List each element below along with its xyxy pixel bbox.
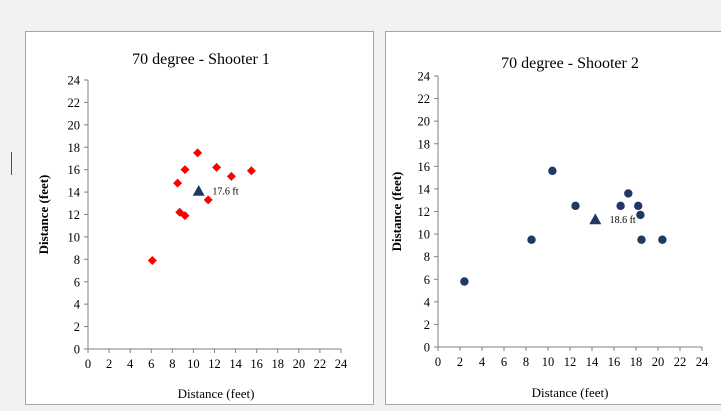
data-point-diamond [173, 178, 183, 188]
x-tick-label: 18 [272, 357, 285, 371]
y-tick-label: 14 [68, 186, 81, 200]
y-tick-label: 10 [418, 228, 431, 242]
y-tick-label: 0 [74, 343, 80, 357]
x-tick-label: 18 [630, 355, 643, 369]
x-tick-label: 10 [187, 357, 200, 371]
y-tick-label: 24 [418, 70, 431, 84]
distance-annotation: 18.6 ft [610, 215, 636, 226]
chart-title: 70 degree - Shooter 1 [132, 51, 270, 68]
x-tick-label: 22 [314, 357, 327, 371]
x-tick-label: 12 [208, 357, 221, 371]
x-tick-label: 20 [652, 355, 665, 369]
x-tick-label: 4 [479, 355, 486, 369]
y-tick-label: 12 [418, 205, 431, 219]
x-tick-label: 4 [127, 357, 134, 371]
y-tick-label: 2 [424, 318, 430, 332]
data-point-diamond [180, 211, 190, 221]
x-tick-label: 0 [85, 357, 91, 371]
data-point-circle [637, 235, 646, 244]
x-axis-label: Distance (feet) [178, 386, 255, 401]
x-tick-label: 16 [250, 357, 263, 371]
data-point-diamond [212, 162, 222, 172]
x-tick-label: 16 [608, 355, 621, 369]
x-tick-label: 20 [293, 357, 306, 371]
data-point-triangle [589, 213, 602, 225]
data-point-circle [636, 210, 645, 220]
x-tick-label: 2 [106, 357, 112, 371]
y-tick-label: 20 [418, 115, 431, 129]
y-tick-label: 18 [418, 137, 431, 151]
x-tick-label: 22 [674, 355, 687, 369]
data-point-diamond [246, 166, 256, 176]
y-tick-label: 6 [424, 273, 430, 287]
scatter-chart-shooter-1: 70 degree - Shooter 10 2 4 6 8 10 12 14 16 18 20 22… [36, 51, 348, 401]
data-point-diamond [193, 148, 203, 158]
y-tick-label: 10 [68, 230, 81, 244]
y-axis-label: Distance (feet) [389, 172, 404, 252]
data-point-circle [460, 277, 469, 286]
y-tick-label: 18 [68, 141, 81, 155]
x-tick-label: 24 [335, 357, 348, 371]
text-cursor [11, 152, 12, 175]
y-tick-label: 4 [424, 295, 431, 309]
y-tick-label: 22 [68, 96, 81, 110]
y-tick-label: 24 [68, 74, 81, 88]
y-tick-label: 8 [74, 253, 80, 267]
y-tick-label: 16 [418, 160, 431, 174]
y-tick-label: 0 [424, 341, 430, 355]
data-point-diamond [147, 255, 157, 265]
x-tick-label: 6 [501, 355, 507, 369]
chart-title: 70 degree - Shooter 2 [501, 55, 639, 72]
data-point-diamond [203, 195, 213, 205]
data-point-circle [548, 166, 557, 176]
x-tick-label: 2 [457, 355, 463, 369]
y-tick-label: 16 [68, 163, 81, 177]
data-point-circle [616, 201, 625, 211]
y-tick-label: 22 [418, 92, 431, 106]
y-tick-label: 8 [424, 250, 430, 264]
chart-panel-shooter-1: 70 degree - Shooter 1 0 2 4 6 8 10 12 14 16 18 20 22… [25, 31, 374, 405]
chart-panel-shooter-2: 70 degree - Shooter 2 0 2 4 6 8 10 12 14 16 18 20 22… [385, 31, 721, 405]
data-point-circle [634, 201, 643, 211]
y-tick-label: 12 [68, 208, 81, 222]
data-point-circle [624, 189, 633, 198]
data-point-diamond [226, 171, 236, 181]
x-tick-label: 12 [564, 355, 577, 369]
x-axis-label: Distance (feet) [532, 385, 609, 400]
x-tick-label: 8 [523, 355, 529, 369]
data-point-circle [658, 235, 667, 244]
x-tick-label: 14 [586, 355, 599, 369]
x-tick-label: 0 [435, 355, 441, 369]
y-tick-label: 14 [418, 182, 431, 196]
y-axis-label: Distance (feet) [36, 175, 51, 255]
y-tick-label: 6 [74, 275, 80, 289]
y-tick-label: 20 [68, 118, 81, 132]
distance-annotation: 17.6 ft [212, 186, 238, 197]
x-tick-label: 10 [542, 355, 555, 369]
x-tick-label: 14 [229, 357, 242, 371]
data-point-triangle [192, 184, 205, 196]
data-point-circle [571, 201, 580, 211]
x-tick-label: 24 [696, 355, 709, 369]
scatter-chart-shooter-2: 70 degree - Shooter 20 2 4 6 8 10 12 14 16 18 20 22… [389, 55, 709, 400]
y-tick-label: 4 [74, 298, 81, 312]
x-tick-label: 6 [148, 357, 154, 371]
data-point-circle [527, 235, 536, 244]
x-tick-label: 8 [169, 357, 175, 371]
y-tick-label: 2 [74, 320, 80, 334]
data-point-diamond [180, 165, 190, 175]
